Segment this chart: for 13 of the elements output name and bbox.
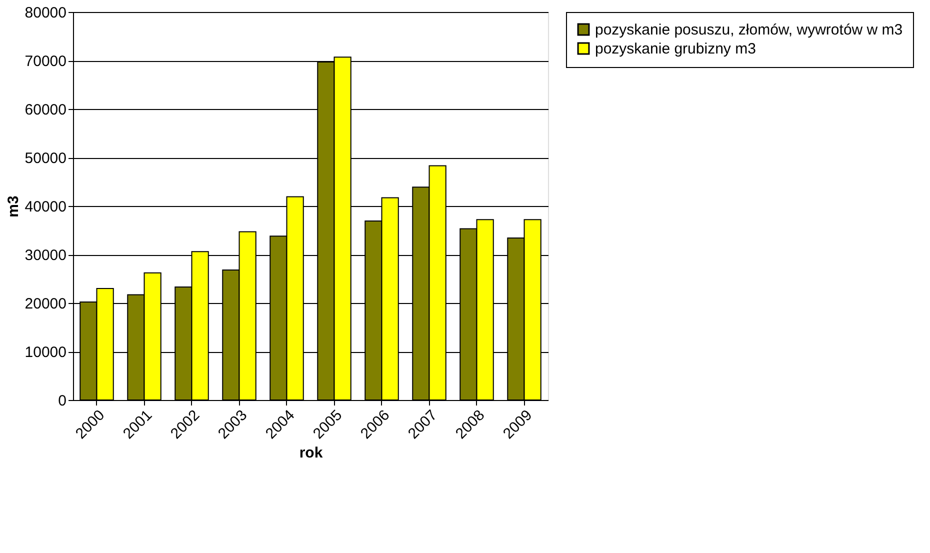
y-tick-label: 30000	[24, 247, 66, 264]
y-tick-label: 80000	[24, 4, 66, 22]
y-tick-label: 10000	[24, 344, 66, 361]
legend-label: pozyskanie posuszu, złomów, wywrotów w m3	[595, 22, 903, 38]
x-axis-title: rok	[299, 444, 324, 462]
y-tick-label: 20000	[24, 296, 66, 312]
y-axis-title: m3	[4, 196, 22, 218]
y-tick-label: 60000	[24, 102, 66, 118]
y-tick-label: 40000	[24, 198, 66, 216]
y-tick-label: 70000	[24, 53, 66, 70]
y-tick-label: 50000	[24, 150, 66, 167]
legend-label: pozyskanie grubizny m3	[595, 40, 756, 58]
y-tick-label: 0	[58, 392, 66, 410]
